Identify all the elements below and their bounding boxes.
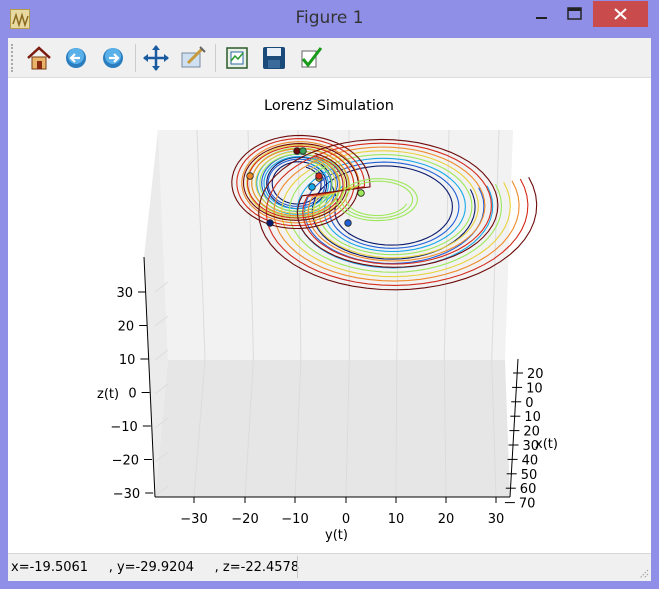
- y-tick-label: 30: [488, 512, 505, 527]
- edit-axis-icon: [301, 47, 323, 68]
- pan-icon: [143, 45, 169, 71]
- y-tick-label: 20: [438, 512, 455, 527]
- y-tick-label: −30: [180, 512, 207, 527]
- minimize-icon: [536, 17, 547, 19]
- maximize-button[interactable]: [560, 1, 588, 27]
- title-bar[interactable]: Figure 1: [0, 0, 659, 38]
- pan-button[interactable]: [141, 43, 171, 73]
- y-tick-label: 0: [342, 512, 350, 527]
- status-bar: x=-19.5061 , y=-29.9204 , z=-22.4578: [8, 553, 651, 581]
- y-tick-label: −10: [281, 512, 308, 527]
- resize-grip-icon[interactable]: [637, 567, 649, 579]
- trajectory-endpoint-marker: [315, 172, 323, 180]
- close-button[interactable]: [593, 1, 648, 27]
- z-tick-label: 10: [119, 353, 136, 368]
- x-tick-label: 60: [520, 482, 537, 497]
- home-icon: [27, 46, 51, 70]
- x-tick-label: 30: [523, 439, 540, 454]
- maximize-icon: [567, 7, 582, 20]
- minimize-button[interactable]: [528, 1, 556, 27]
- trajectory-endpoint-marker: [299, 147, 307, 155]
- configure-subplots-button[interactable]: [222, 43, 252, 73]
- trajectory-line: [266, 156, 476, 260]
- close-icon: [614, 8, 627, 20]
- x-tick-label: 10: [526, 381, 543, 396]
- window-title: Figure 1: [295, 8, 364, 28]
- configure-subplots-icon: [226, 47, 248, 69]
- x-tick-label: 20: [527, 367, 544, 382]
- figure-client-area: Lorenz Simulation 30 20 10 0 −10 −20 −30 −30 −20…: [8, 38, 651, 581]
- z-tick-label: −30: [113, 487, 140, 502]
- x-tick-label: 10: [524, 410, 541, 425]
- x-tick-label: 70: [519, 497, 536, 512]
- x-tick-label: 50: [521, 468, 538, 483]
- back-icon: [66, 48, 86, 68]
- toolbar-grip[interactable]: [11, 44, 14, 72]
- back-button[interactable]: [61, 43, 91, 73]
- home-button[interactable]: [24, 43, 54, 73]
- zoom-icon: [181, 46, 206, 68]
- trajectory-line: [236, 138, 529, 286]
- status-separator: [297, 556, 298, 578]
- trajectory-endpoint-marker: [344, 219, 352, 227]
- y-tick-label: 10: [388, 512, 405, 527]
- navigation-toolbar: [8, 38, 651, 78]
- x-tick-label: 20: [523, 425, 540, 440]
- trajectory-line: [335, 178, 418, 222]
- z-axis-label: z(t): [97, 387, 119, 402]
- chart-title: Lorenz Simulation: [264, 98, 394, 114]
- z-tick-label: 0: [128, 387, 136, 402]
- forward-button[interactable]: [98, 43, 128, 73]
- trajectory-endpoint-marker: [246, 172, 254, 180]
- y-tick-label: −20: [231, 512, 258, 527]
- save-button[interactable]: [259, 43, 289, 73]
- trajectory-line: [246, 144, 511, 278]
- toolbar-separator: [215, 44, 216, 72]
- edit-axis-button[interactable]: [296, 43, 326, 73]
- z-tick-label: −20: [112, 454, 139, 469]
- trajectory-endpoint-marker: [308, 183, 316, 191]
- trajectory-line: [241, 141, 520, 282]
- z-tick-label: 30: [116, 286, 133, 301]
- forward-icon: [103, 48, 123, 68]
- app-icon: [10, 9, 30, 29]
- trajectories: [231, 134, 538, 291]
- plot-canvas[interactable]: Lorenz Simulation 30 20 10 0 −10 −20 −30 −30 −20…: [8, 79, 651, 553]
- toolbar-separator: [135, 44, 136, 72]
- trajectory-endpoint-marker: [266, 219, 274, 227]
- z-tick-label: 20: [118, 320, 135, 335]
- x-tick-label: 0: [525, 396, 533, 411]
- trajectory-endpoint-marker: [357, 189, 365, 197]
- save-icon: [263, 47, 285, 69]
- z-tick-label: −10: [110, 420, 137, 435]
- coordinate-readout: x=-19.5061 , y=-29.9204 , z=-22.4578: [11, 560, 300, 575]
- y-axis-label: y(t): [325, 528, 348, 543]
- x-axis-label: x(t): [535, 437, 558, 452]
- trajectory-line: [231, 134, 538, 291]
- trajectory-endpoints: [246, 147, 365, 227]
- zoom-button[interactable]: [178, 43, 208, 73]
- x-tick-label: 40: [522, 453, 539, 468]
